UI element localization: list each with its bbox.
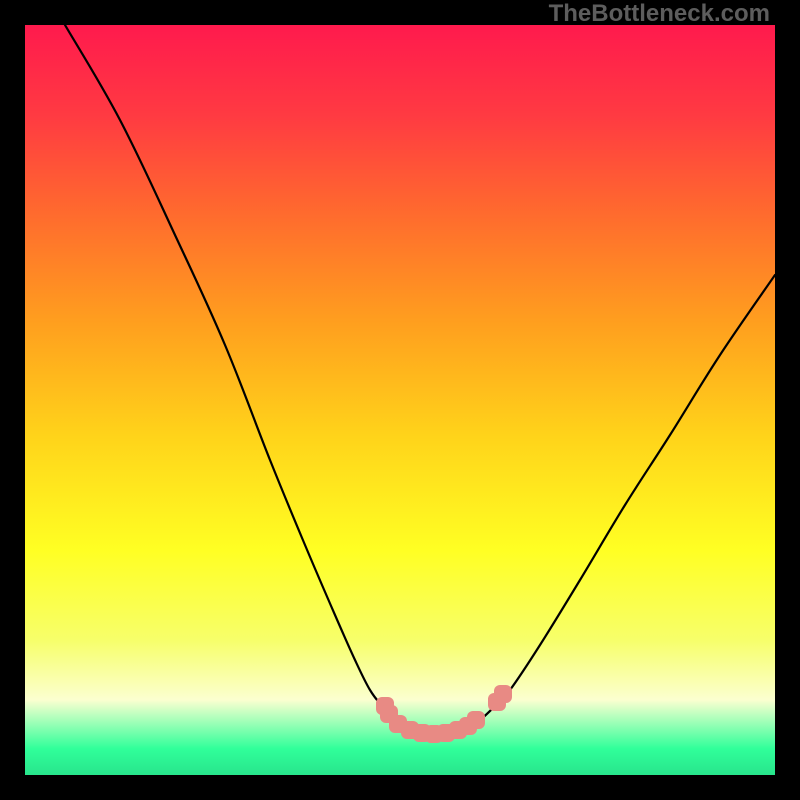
chart-frame: TheBottleneck.com xyxy=(0,0,800,800)
watermark-text: TheBottleneck.com xyxy=(549,2,770,26)
series-marker xyxy=(467,711,485,729)
series-marker xyxy=(494,685,512,703)
plot-area xyxy=(25,25,775,775)
bottom-marker-cluster xyxy=(25,25,775,775)
